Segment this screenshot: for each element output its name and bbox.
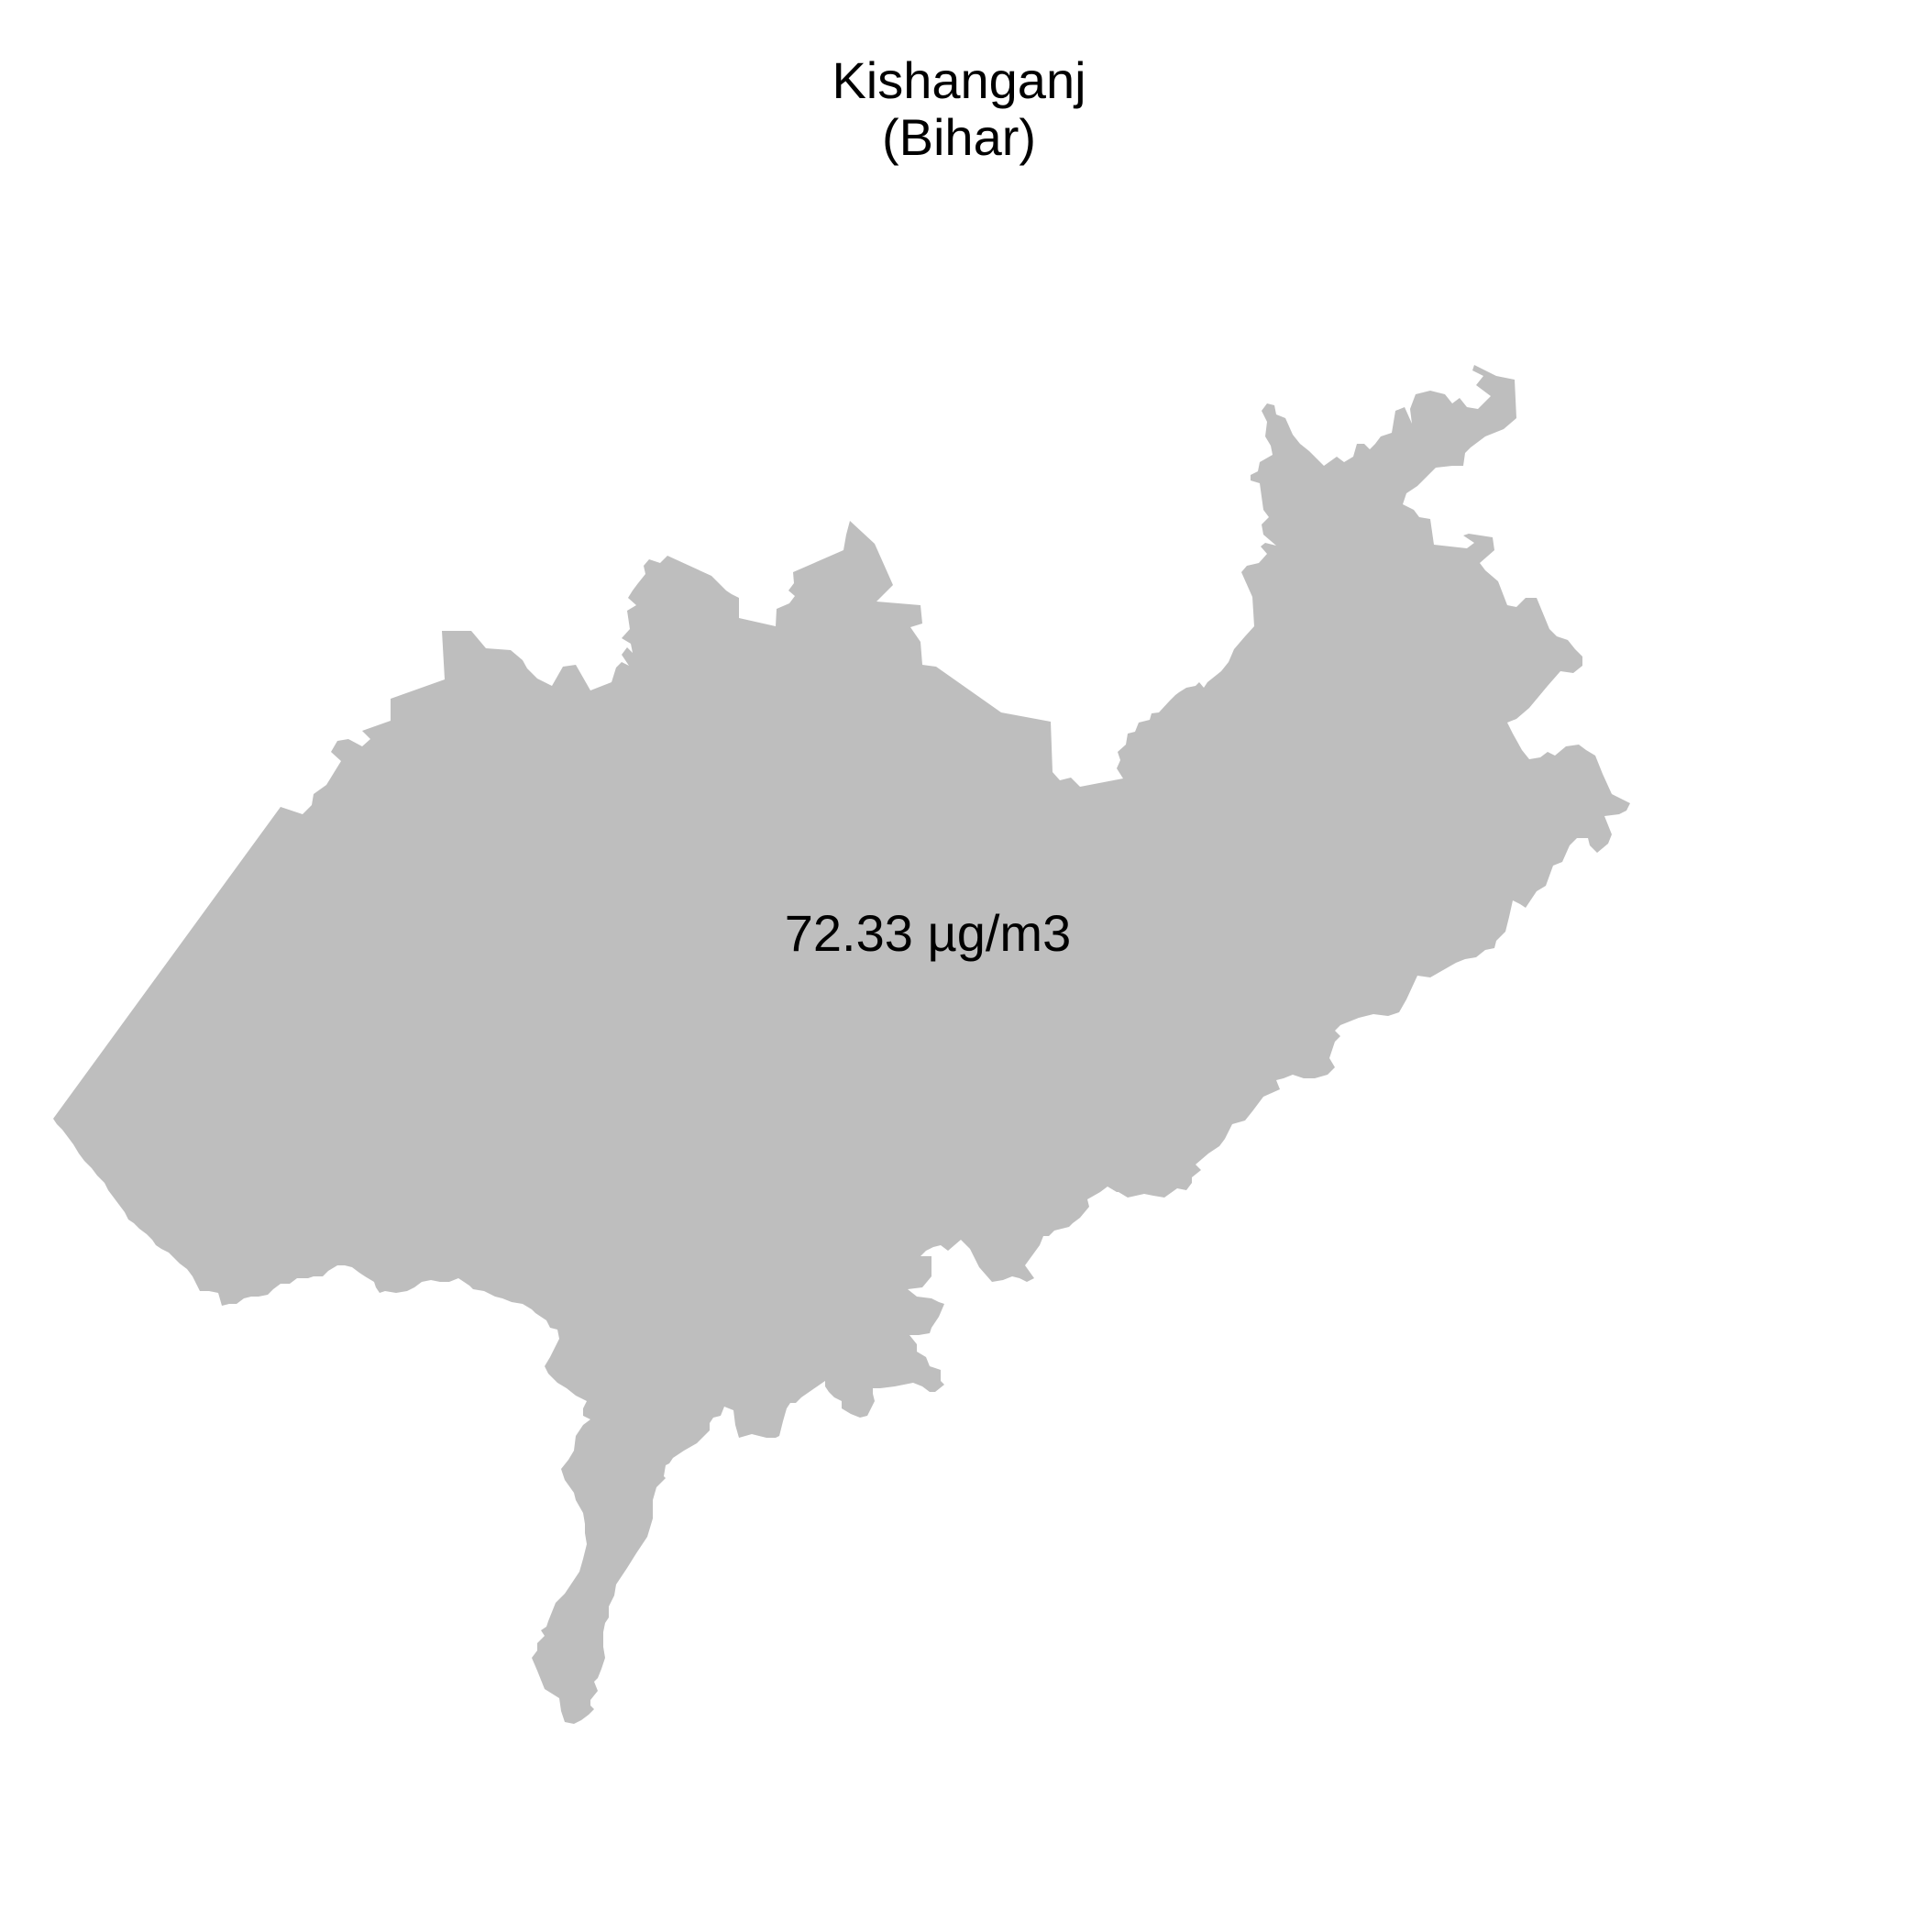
district-shape-kishanganj <box>53 365 1630 1724</box>
district-value-label: 72.33 µg/m3 <box>784 904 1072 962</box>
map-subtitle: (Bihar) <box>881 108 1037 166</box>
map-title: Kishanganj <box>832 51 1086 109</box>
